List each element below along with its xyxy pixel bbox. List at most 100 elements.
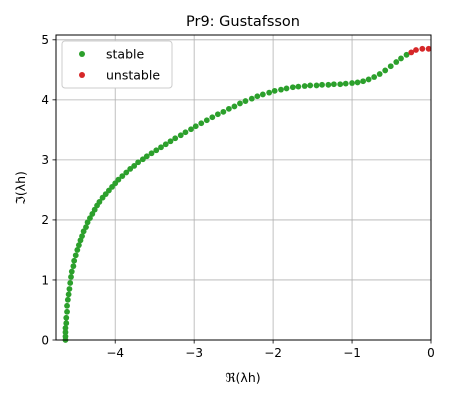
data-point-stable [198, 120, 205, 127]
data-point-stable [271, 87, 278, 94]
data-point-stable [376, 71, 383, 77]
data-point-stable [72, 252, 79, 259]
data-point-stable [127, 165, 134, 172]
data-point-stable [220, 108, 227, 115]
data-point-stable [237, 100, 243, 107]
data-point-stable [123, 169, 130, 176]
data-point-stable [70, 263, 77, 270]
data-point-stable [325, 81, 332, 88]
legend-label-stable: stable [106, 47, 144, 62]
data-point-stable [266, 89, 273, 96]
y-tick-label: 3 [41, 153, 49, 167]
data-point-stable [337, 81, 344, 88]
data-point-stable [365, 76, 372, 83]
data-point-stable [192, 123, 199, 130]
x-tick-label: −4 [106, 346, 124, 360]
data-point-stable [295, 83, 302, 90]
data-point-stable [63, 320, 70, 327]
plot-frame [55, 34, 432, 341]
data-point-stable [387, 63, 394, 70]
chart-title: Pr9: Gustafsson [186, 14, 300, 30]
y-tick-label: 5 [41, 33, 49, 47]
data-point-stable [349, 80, 355, 86]
data-point-stable [225, 105, 232, 112]
data-point-stable [360, 78, 367, 85]
data-point-stable [342, 80, 349, 87]
data-point-stable [131, 162, 138, 169]
data-point-stable [119, 173, 126, 179]
data-point-stable [214, 111, 221, 118]
data-point-stable [371, 74, 378, 80]
data-point-stable [62, 329, 69, 336]
data-point-stable [289, 84, 296, 91]
data-point-stable [403, 51, 410, 58]
data-point-stable [158, 144, 164, 151]
data-point-stable [313, 82, 320, 89]
data-point-stable [66, 286, 73, 292]
data-point-stable [148, 150, 155, 157]
data-point-stable [254, 93, 261, 100]
data-point-stable [167, 138, 174, 145]
legend-box [61, 40, 173, 89]
data-points [62, 45, 432, 343]
data-point-stable [177, 132, 184, 139]
data-point-stable [75, 242, 82, 249]
legend-marker-stable [79, 51, 85, 57]
data-point-unstable [425, 45, 432, 52]
data-point-stable [248, 95, 255, 102]
x-tick-label: −2 [264, 346, 282, 360]
y-tick-label: 0 [41, 333, 49, 347]
x-tick-label: −3 [185, 346, 203, 360]
data-point-stable [135, 159, 142, 166]
data-point-stable [64, 308, 70, 315]
data-point-stable [89, 211, 96, 217]
data-point-stable [172, 135, 179, 142]
data-point-stable [74, 247, 81, 253]
data-point-stable [259, 91, 266, 98]
data-point-stable [68, 268, 75, 275]
data-point-stable [203, 117, 210, 124]
data-point-stable [96, 199, 103, 205]
legend-label-unstable: unstable [106, 68, 160, 83]
data-point-stable [139, 156, 146, 163]
data-point-stable [330, 81, 337, 88]
legend-marker-unstable [79, 72, 85, 78]
data-point-unstable [413, 47, 419, 53]
data-point-stable [64, 302, 70, 309]
data-point-stable [278, 86, 284, 93]
data-point-unstable [408, 49, 415, 56]
data-point-stable [231, 103, 238, 110]
data-point-stable [153, 147, 160, 154]
data-point-stable [71, 257, 78, 264]
data-point-stable [382, 67, 389, 74]
data-point-stable [63, 314, 70, 321]
data-point-stable [393, 59, 400, 65]
data-point-stable [65, 291, 72, 298]
data-point-stable [209, 114, 216, 121]
data-point-stable [301, 83, 308, 89]
data-point-stable [115, 176, 122, 183]
x-tick-label: 0 [427, 346, 435, 360]
data-point-stable [398, 55, 404, 62]
data-point-stable [354, 79, 361, 86]
data-point-stable [188, 126, 194, 133]
data-point-stable [79, 233, 85, 240]
y-axis-label: ℑ(λh) [13, 171, 28, 205]
legend: stable unstable [61, 40, 173, 89]
y-tick-label: 1 [41, 273, 49, 287]
data-point-unstable [419, 45, 426, 52]
y-tick-label: 2 [41, 213, 49, 227]
data-point-stable [242, 98, 249, 104]
axis-ticks: −4 −3 −2 −1 0 0 1 2 3 4 5 [41, 33, 434, 360]
x-tick-label: −1 [343, 346, 361, 360]
data-point-stable [67, 280, 74, 286]
y-tick-label: 4 [41, 93, 49, 107]
data-point-stable [68, 274, 74, 280]
data-point-stable [64, 296, 71, 303]
data-point-stable [83, 224, 89, 231]
data-point-stable [62, 325, 69, 331]
data-point-stable [62, 333, 69, 340]
data-point-stable [162, 141, 169, 148]
data-point-stable [319, 81, 325, 88]
